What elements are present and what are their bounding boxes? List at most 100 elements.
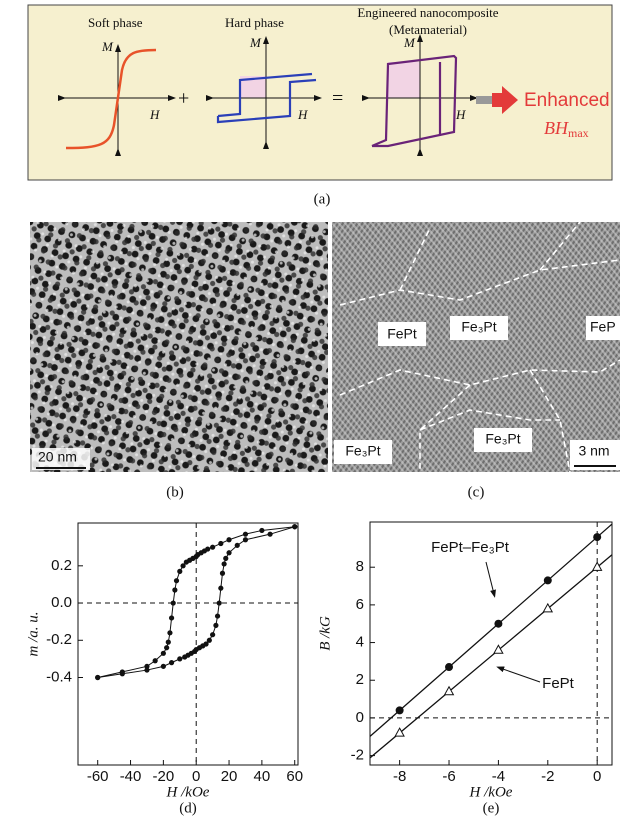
point	[161, 651, 166, 656]
bh: BH	[544, 118, 569, 138]
point	[95, 675, 100, 680]
y-tick-label: -2	[351, 747, 364, 764]
annotation: FePt–Fe₃Pt	[431, 539, 510, 556]
point	[174, 578, 179, 583]
point	[180, 563, 185, 568]
point	[218, 586, 223, 591]
y-tick-label: -0.2	[46, 631, 72, 648]
x-tick-label: 0	[593, 768, 601, 785]
point	[120, 671, 125, 676]
point	[218, 541, 223, 546]
point	[243, 532, 248, 537]
point	[172, 587, 177, 592]
point	[144, 667, 149, 672]
point	[543, 604, 552, 612]
arrow-tail	[476, 96, 492, 104]
y-tick-label: 0.2	[51, 557, 72, 574]
axis-m: M	[101, 39, 114, 54]
y-tick-label: 2	[356, 671, 364, 688]
series-line	[98, 527, 295, 678]
point	[396, 706, 404, 714]
region-label: Fe₃Pt	[345, 443, 380, 459]
panel-label: (d)	[179, 800, 197, 816]
x-tick-label: -6	[442, 768, 455, 785]
axis-h: H	[149, 107, 160, 122]
region-label: Fe₃Pt	[461, 319, 496, 335]
y-tick-label: -0.4	[46, 668, 72, 685]
figure: Soft phase M H + Hard phase M H = Engine…	[0, 0, 623, 817]
panel-b: 20 nm (b)	[30, 222, 328, 500]
max: max	[568, 126, 589, 140]
x-axis-label: H /kOe	[166, 784, 210, 800]
axis-m: M	[249, 35, 262, 50]
x-tick-label: -8	[393, 768, 406, 785]
x-tick-label: 60	[286, 768, 303, 785]
plot-frame	[370, 522, 612, 765]
y-tick-label: 6	[356, 596, 364, 613]
x-axis-label: H /kOe	[469, 784, 513, 800]
panel-label: (e)	[483, 800, 500, 816]
x-tick-label: -40	[120, 768, 142, 785]
annotation-arrow	[500, 668, 540, 682]
x-tick-label: 20	[221, 768, 238, 785]
chart: -8-6-4-20-202468H /kOeB /kG(e)FePt–Fe₃Pt…	[317, 522, 612, 816]
equals: =	[332, 88, 343, 110]
panel-label: (a)	[314, 191, 331, 207]
point	[223, 556, 228, 561]
x-tick-label: -4	[492, 768, 505, 785]
soft-phase-title: Soft phase	[88, 15, 143, 30]
point	[593, 562, 602, 570]
composite-title: (Metamaterial)	[389, 22, 467, 37]
x-tick-label: 40	[254, 768, 271, 785]
point	[226, 550, 231, 555]
x-tick-label: 0	[192, 768, 200, 785]
point	[243, 537, 248, 542]
point	[222, 561, 227, 566]
point	[494, 620, 502, 628]
y-tick-label: 8	[356, 558, 364, 575]
point	[210, 632, 215, 637]
panel-label: (c)	[468, 484, 485, 500]
point	[153, 658, 158, 663]
point	[207, 638, 212, 643]
enhanced-label: Enhanced	[524, 90, 610, 111]
point	[169, 660, 174, 665]
plus: +	[178, 88, 189, 110]
hard-phase-title: Hard phase	[225, 15, 284, 30]
x-tick-label: -2	[541, 768, 554, 785]
tem-image-texture	[30, 222, 328, 472]
point	[213, 623, 218, 628]
point	[593, 533, 601, 541]
annotation-arrow	[486, 562, 494, 594]
point	[217, 600, 222, 605]
point	[215, 613, 220, 618]
annotation: FePt	[542, 675, 575, 692]
point	[220, 571, 225, 576]
point	[161, 664, 166, 669]
composite-title: Engineered nanocomposite	[357, 5, 498, 20]
region-label: FeP	[590, 319, 616, 335]
x-tick-label: -60	[87, 768, 109, 785]
x-tick-label: -20	[153, 768, 175, 785]
series-line	[98, 527, 295, 678]
point	[167, 630, 172, 635]
y-axis-label: m /a. u.	[25, 612, 41, 657]
panel-a: Soft phase M H + Hard phase M H = Engine…	[28, 5, 612, 207]
point	[164, 645, 169, 650]
axis-m: M	[403, 35, 416, 50]
point	[177, 656, 182, 661]
panel-label: (b)	[166, 484, 184, 500]
point	[494, 645, 503, 653]
point	[292, 524, 297, 529]
point	[259, 528, 264, 533]
y-tick-label: 4	[356, 634, 364, 651]
point	[395, 728, 404, 736]
point	[166, 640, 171, 645]
point	[445, 687, 454, 695]
point	[445, 663, 453, 671]
y-axis-label: B /kG	[317, 616, 333, 651]
point	[171, 600, 176, 605]
scale-bar-label: 20 nm	[38, 449, 77, 465]
bh-area	[388, 62, 420, 98]
